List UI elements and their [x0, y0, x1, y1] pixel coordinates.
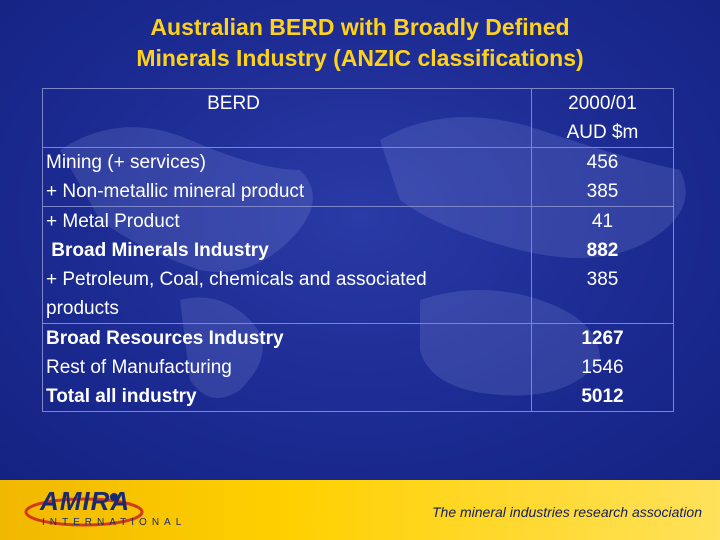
table-row: + Metal Product Broad Minerals Industry …: [42, 206, 674, 324]
footer-tagline: The mineral industries research associat…: [431, 504, 702, 520]
header-value-line-1: 2000/01: [568, 93, 637, 114]
row-label: Rest of Manufacturing: [46, 357, 232, 378]
row-label: + Non-metallic mineral product: [46, 181, 305, 202]
row-value: 5012: [581, 386, 624, 407]
title-line-1: Australian BERD with Broadly Defined: [150, 14, 570, 40]
amira-logo-subtitle: INTERNATIONAL: [42, 517, 187, 528]
row-value: 1267: [581, 328, 624, 349]
row-label: Broad Resources Industry: [46, 328, 284, 349]
header-value: 2000/01 AUD $m: [531, 88, 674, 148]
title-line-2: Minerals Industry (ANZIC classifications…: [136, 45, 584, 71]
row-labels: Broad Resources Industry Rest of Manufac…: [42, 323, 532, 412]
row-label: products: [46, 298, 119, 319]
header-label: BERD: [42, 88, 532, 148]
row-label: + Petroleum, Coal, chemicals and associa…: [46, 269, 427, 290]
row-value: 882: [586, 240, 619, 261]
table-header-row: BERD 2000/01 AUD $m: [42, 88, 674, 148]
amira-logo-swoosh: [24, 493, 144, 527]
row-values: 41 882 385: [531, 206, 674, 324]
footer-bar: [0, 480, 720, 540]
row-values: 456 385: [531, 147, 674, 207]
slide-title: Australian BERD with Broadly Defined Min…: [0, 12, 720, 74]
berd-table: BERD 2000/01 AUD $m Mining (+ services) …: [42, 88, 674, 412]
row-label: Total all industry: [46, 386, 197, 407]
table-row: Mining (+ services) + Non-metallic miner…: [42, 147, 674, 207]
header-value-line-2: AUD $m: [566, 122, 639, 143]
row-value: 385: [586, 269, 619, 290]
amira-logo: AMIRA: [40, 486, 131, 516]
row-value: 385: [586, 181, 619, 202]
row-labels: + Metal Product Broad Minerals Industry …: [42, 206, 532, 324]
row-value: 1546: [581, 357, 624, 378]
row-value: 456: [586, 152, 619, 173]
row-values: 1267 1546 5012: [531, 323, 674, 412]
row-label: Broad Minerals Industry: [46, 240, 269, 261]
row-value: 41: [591, 211, 614, 232]
row-labels: Mining (+ services) + Non-metallic miner…: [42, 147, 532, 207]
row-label: + Metal Product: [46, 211, 180, 232]
table-row: Broad Resources Industry Rest of Manufac…: [42, 323, 674, 412]
row-label: Mining (+ services): [46, 152, 206, 173]
